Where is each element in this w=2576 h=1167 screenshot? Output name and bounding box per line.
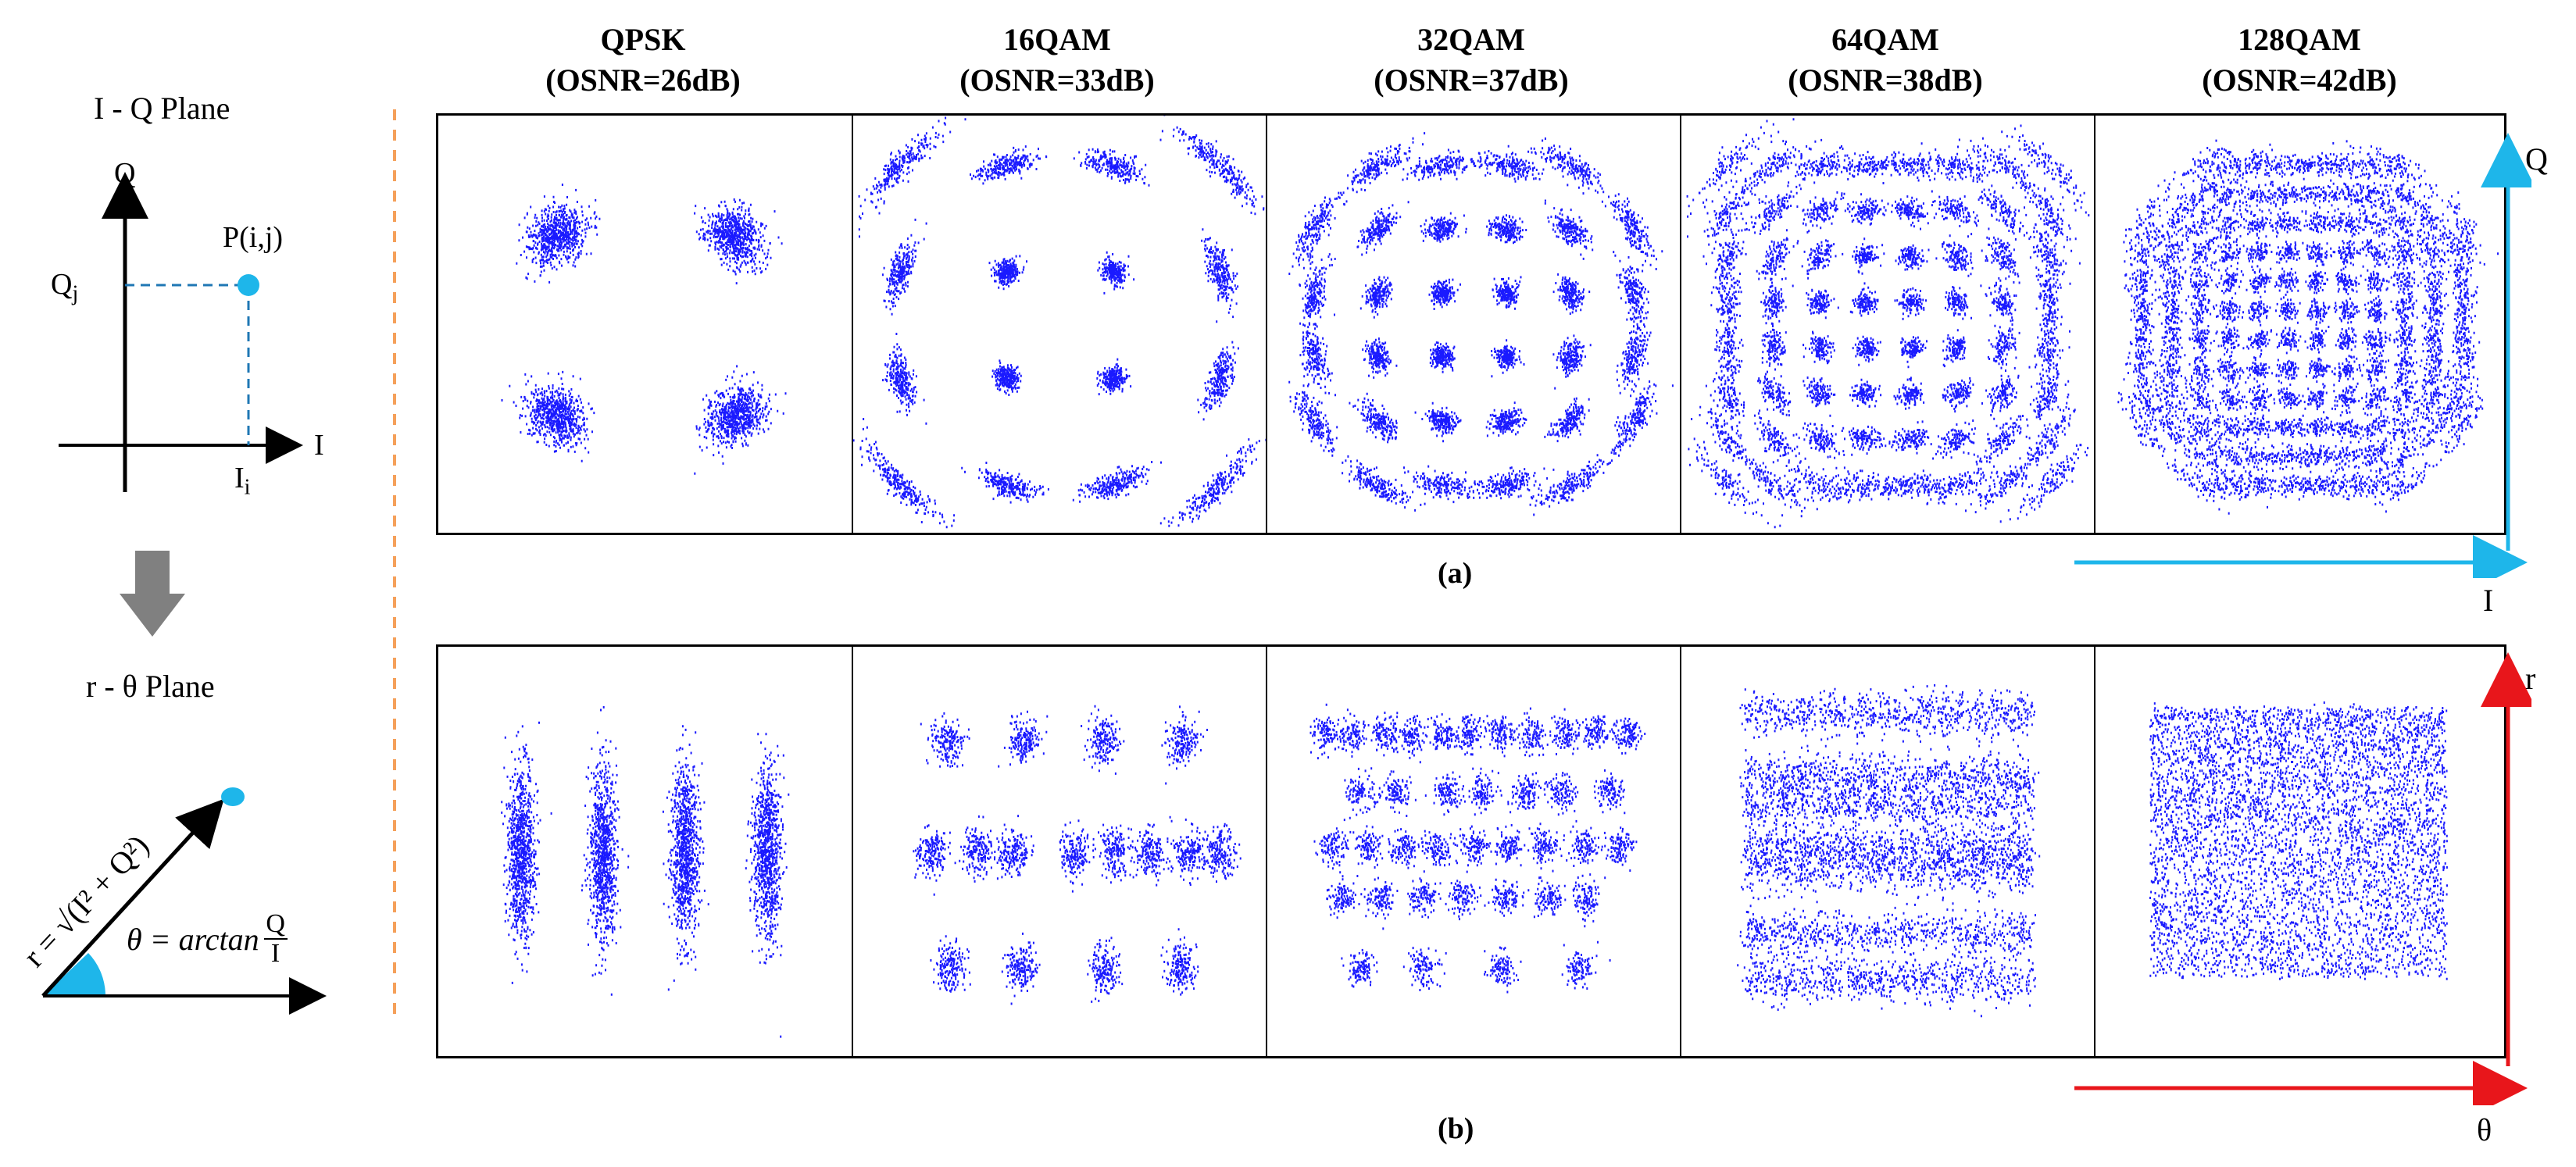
scatter-plot [501, 706, 790, 1038]
qj-label: Qj [51, 268, 79, 306]
modulation-name: 64QAM [1831, 22, 1939, 57]
scatter-plot [1686, 118, 2090, 529]
column-title-32qam: 32QAM (OSNR=37dB) [1268, 20, 1674, 101]
constellation-points [1686, 118, 2090, 529]
cell-divider [2094, 116, 2095, 533]
polar-point-dot [221, 787, 245, 806]
theta-axis-right-label: θ [2477, 1112, 2492, 1147]
constellation-points [852, 116, 1267, 529]
iq-axes-indicator [2074, 133, 2531, 578]
cell-divider [1266, 647, 1267, 1056]
scatter-plot [913, 705, 1242, 1005]
scatter-plot [1309, 703, 1646, 994]
rtheta-cell-16qam [852, 647, 1267, 1056]
i-axis-right-label: I [2483, 583, 2494, 618]
cell-divider [852, 116, 853, 533]
scatter-plot [2149, 701, 2448, 980]
r-axis-right-label: r [2525, 661, 2536, 696]
iq-cell-16qam [852, 116, 1267, 533]
radius-vector [41, 798, 224, 997]
iq-constellation-row [436, 113, 2506, 535]
q-axis-label: Q [114, 157, 136, 190]
osnr-value: (OSNR=37dB) [1374, 62, 1569, 98]
caption-a: (a) [1438, 557, 1473, 590]
constellation-points [1309, 703, 1646, 994]
cell-divider [1680, 116, 1681, 533]
rtheta-cell-128qam [2095, 647, 2509, 1056]
theta-formula: θ = arctan Q I [127, 910, 288, 968]
column-title-qpsk: QPSK (OSNR=26dB) [440, 20, 846, 101]
rtheta-plane-diagram [41, 787, 327, 1015]
scatter-plot [1288, 132, 1674, 516]
column-title-16qam: 16QAM (OSNR=33dB) [854, 20, 1260, 101]
constellation-points [913, 705, 1242, 1005]
column-title-128qam: 128QAM (OSNR=42dB) [2096, 20, 2503, 101]
i-axis-label: I [314, 429, 324, 462]
osnr-value: (OSNR=38dB) [1788, 62, 1983, 98]
rtheta-cell-32qam [1267, 647, 1681, 1056]
constellation-points [1737, 683, 2041, 1018]
transform-down-arrow-icon [120, 551, 185, 637]
caption-b: (b) [1438, 1112, 1474, 1145]
constellation-points [2149, 701, 2448, 980]
rtheta-constellation-row [436, 644, 2506, 1058]
modulation-name: 32QAM [1417, 22, 1525, 57]
column-title-64qam: 64QAM (OSNR=38dB) [1682, 20, 2088, 101]
rtheta-cell-qpsk [438, 647, 852, 1056]
modulation-name: 128QAM [2238, 22, 2361, 57]
q-axis-right-label: Q [2525, 141, 2548, 177]
cell-divider [852, 647, 853, 1056]
scatter-plot [852, 116, 1267, 529]
scatter-plot [501, 184, 787, 475]
point-p-label: P(i,j) [223, 221, 284, 254]
iq-plane-title: I - Q Plane [94, 91, 230, 126]
rtheta-axes-indicator [2074, 652, 2531, 1105]
iq-cell-qpsk [438, 116, 852, 533]
cell-divider [1266, 116, 1267, 533]
modulation-name: 16QAM [1003, 22, 1111, 57]
modulation-name: QPSK [600, 22, 686, 57]
rtheta-plane-title: r - θ Plane [86, 669, 215, 704]
osnr-value: (OSNR=33dB) [959, 62, 1155, 98]
left-schematic-panel: I - Q Plane Q I P(i,j) Qj Ii r - θ Plane [0, 0, 367, 1167]
constellation-points [1288, 132, 1674, 516]
angle-wedge [43, 953, 105, 996]
osnr-value: (OSNR=26dB) [545, 62, 741, 98]
iq-plane-diagram [59, 172, 303, 492]
constellation-points [501, 184, 787, 475]
iq-cell-64qam [1681, 116, 2095, 533]
scatter-plot [1737, 683, 2041, 1018]
point-p-dot [238, 274, 259, 296]
cell-divider [1680, 647, 1681, 1056]
rtheta-cell-64qam [1681, 647, 2095, 1056]
cell-divider [2094, 647, 2095, 1056]
osnr-value: (OSNR=42dB) [2202, 62, 2397, 98]
constellation-points [501, 706, 790, 1038]
dashed-separator [393, 109, 396, 1015]
iq-cell-32qam [1267, 116, 1681, 533]
ii-label: Ii [234, 462, 251, 500]
